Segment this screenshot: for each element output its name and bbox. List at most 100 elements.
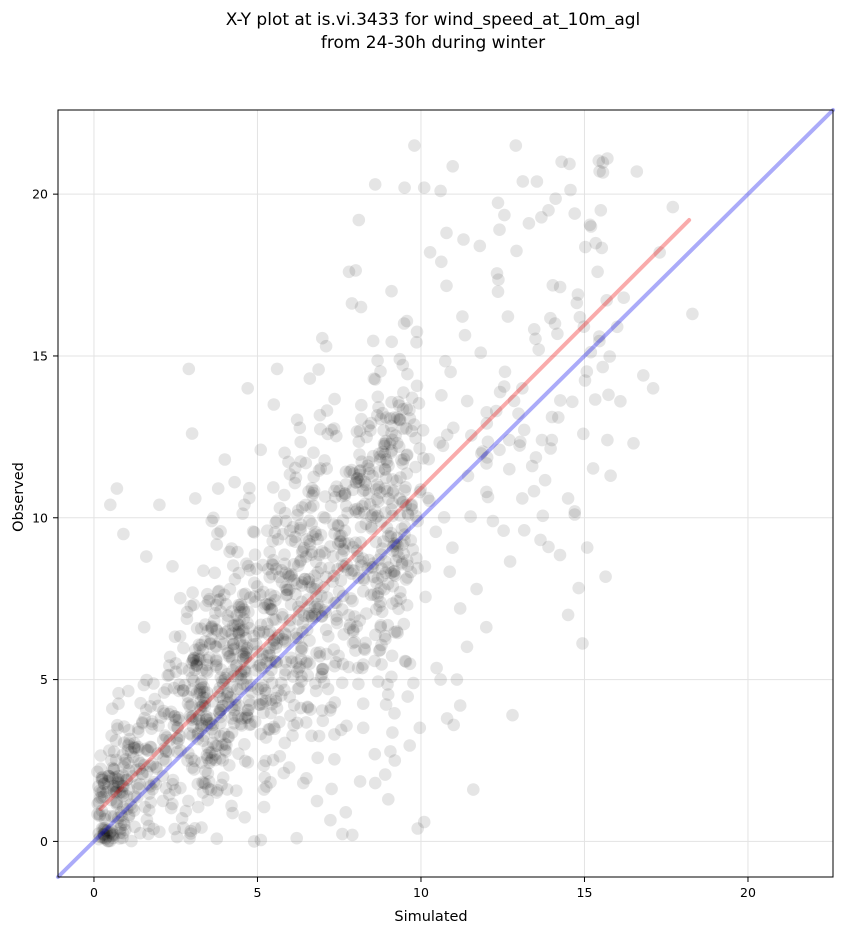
scatter-point bbox=[303, 534, 316, 548]
scatter-point bbox=[201, 587, 214, 601]
scatter-point bbox=[202, 716, 216, 730]
scatter-point bbox=[189, 643, 202, 657]
scatter-point bbox=[273, 570, 286, 584]
scatter-point bbox=[371, 409, 384, 422]
scatter-point bbox=[236, 507, 249, 520]
scatter-point bbox=[137, 620, 151, 634]
scatter-point bbox=[214, 716, 227, 730]
scatter-point bbox=[384, 566, 398, 579]
scatter-point bbox=[367, 372, 381, 386]
scatter-point bbox=[98, 821, 112, 835]
scatter-point bbox=[131, 782, 145, 795]
scatter-point bbox=[385, 395, 398, 409]
scatter-point bbox=[595, 241, 609, 255]
scatter-point bbox=[118, 818, 131, 831]
scatter-point bbox=[278, 683, 291, 697]
scatter-point bbox=[316, 662, 330, 676]
scatter-point bbox=[517, 423, 531, 437]
scatter-point bbox=[101, 774, 115, 788]
scatter-point bbox=[316, 714, 330, 728]
scatter-point bbox=[386, 540, 400, 553]
scatter-point bbox=[188, 663, 202, 677]
scatter-point bbox=[146, 758, 160, 771]
scatter-point bbox=[237, 665, 251, 678]
scatter-point bbox=[269, 641, 283, 654]
scatter-point bbox=[167, 719, 181, 732]
scatter-point bbox=[434, 673, 447, 686]
scatter-point bbox=[213, 703, 227, 717]
scatter-point bbox=[491, 196, 505, 210]
scatter-point bbox=[221, 644, 234, 657]
scatter-point bbox=[385, 670, 398, 684]
scatter-point bbox=[272, 628, 285, 642]
scatter-point bbox=[265, 603, 279, 616]
scatter-point bbox=[250, 562, 263, 576]
scatter-point bbox=[267, 553, 280, 567]
scatter-point bbox=[200, 666, 214, 679]
scatter-point bbox=[204, 712, 217, 725]
scatter-point bbox=[255, 653, 269, 666]
scatter-point bbox=[140, 744, 154, 757]
scatter-point bbox=[294, 653, 308, 666]
scatter-point bbox=[95, 773, 109, 787]
scatter-point bbox=[389, 569, 402, 582]
scatter-point bbox=[313, 646, 327, 659]
scatter-point bbox=[270, 637, 284, 650]
scatter-point bbox=[225, 605, 239, 618]
scatter-point bbox=[530, 175, 544, 188]
scatter-point bbox=[105, 809, 118, 823]
scatter-point bbox=[275, 564, 288, 577]
scatter-point bbox=[284, 709, 297, 722]
scatter-point bbox=[156, 794, 170, 808]
scatter-point bbox=[172, 714, 186, 727]
scatter-point bbox=[381, 678, 394, 691]
scatter-point bbox=[248, 548, 262, 561]
scatter-point bbox=[396, 538, 409, 551]
scatter-point bbox=[243, 621, 256, 635]
scatter-point bbox=[120, 773, 133, 787]
scatter-point bbox=[257, 585, 270, 599]
scatter-point bbox=[232, 698, 245, 712]
scatter-point bbox=[122, 810, 135, 823]
scatter-point bbox=[573, 310, 587, 324]
scatter-point bbox=[308, 600, 322, 614]
scatter-point bbox=[446, 160, 460, 173]
scatter-point bbox=[391, 538, 404, 552]
scatter-point bbox=[447, 718, 461, 732]
scatter-point bbox=[196, 699, 209, 713]
scatter-point bbox=[404, 534, 418, 547]
scatter-point bbox=[410, 325, 424, 339]
scatter-point bbox=[576, 637, 589, 650]
scatter-point bbox=[267, 634, 281, 648]
scatter-point bbox=[275, 676, 288, 690]
scatter-point bbox=[234, 682, 247, 696]
scatter-point bbox=[400, 402, 414, 415]
scatter-point bbox=[111, 773, 125, 786]
scatter-point bbox=[604, 469, 617, 483]
scatter-point bbox=[168, 822, 181, 836]
scatter-point bbox=[303, 538, 317, 551]
scatter-point bbox=[240, 679, 254, 692]
scatter-point bbox=[392, 413, 406, 426]
scatter-point bbox=[116, 831, 129, 845]
scatter-point bbox=[232, 626, 246, 640]
scatter-point bbox=[390, 594, 403, 608]
scatter-point bbox=[206, 752, 219, 765]
scatter-point bbox=[394, 585, 407, 599]
scatter-point bbox=[327, 569, 341, 583]
scatter-point bbox=[225, 700, 239, 714]
scatter-point bbox=[140, 550, 153, 563]
scatter-point bbox=[111, 775, 125, 789]
scatter-point bbox=[257, 783, 271, 796]
scatter-point bbox=[350, 620, 364, 633]
scatter-point bbox=[225, 627, 238, 640]
scatter-point bbox=[160, 682, 174, 696]
scatter-point bbox=[503, 433, 516, 447]
scatter-point bbox=[131, 740, 145, 754]
scatter-point bbox=[385, 335, 399, 349]
scatter-point bbox=[322, 630, 335, 643]
scatter-point bbox=[330, 616, 344, 630]
scatter-point bbox=[314, 561, 328, 575]
scatter-point bbox=[210, 832, 224, 845]
scatter-point bbox=[186, 720, 200, 734]
